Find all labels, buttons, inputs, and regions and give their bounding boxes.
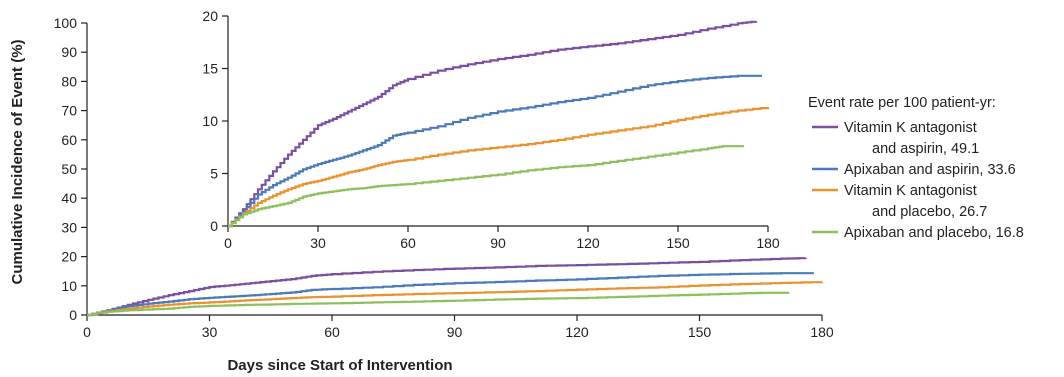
- legend-label-apix_placebo: Apixaban and placebo, 16.8: [844, 225, 1024, 241]
- inset-x-tick-label: 30: [310, 235, 326, 251]
- inset-y-tick-label: 0: [210, 218, 218, 234]
- main-y-tick-label: 30: [61, 219, 77, 235]
- inset-x-tick-label: 90: [490, 235, 506, 251]
- main-y-tick-label: 50: [61, 161, 77, 177]
- main-y-tick-label: 90: [61, 44, 77, 60]
- main-x-tick-label: 90: [447, 324, 463, 340]
- main-y-tick-label: 0: [69, 307, 77, 323]
- inset-y-tick-label: 20: [202, 8, 218, 24]
- main-x-tick-label: 120: [565, 324, 589, 340]
- main-x-tick-label: 180: [810, 324, 834, 340]
- main-y-tick-label: 80: [61, 73, 77, 89]
- inset-series-line-vka_placebo: [228, 107, 770, 228]
- main-y-tick-label: 20: [61, 249, 77, 265]
- inset-series-line-apix_placebo: [228, 145, 744, 228]
- main-series-line-vka_aspirin: [87, 257, 807, 317]
- main-x-tick-label: 60: [324, 324, 340, 340]
- legend-label-vka_placebo: Vitamin K antagonist: [844, 183, 977, 199]
- inset-x-tick-label: 180: [756, 235, 780, 251]
- main-y-tick-label: 40: [61, 190, 77, 206]
- main-series-line-apix_placebo: [87, 291, 790, 317]
- legend-label-vka_aspirin-cont: and aspirin, 49.1: [872, 141, 979, 157]
- legend-label-apix_aspirin: Apixaban and aspirin, 33.6: [844, 162, 1016, 178]
- inset-x-tick-label: 60: [400, 235, 416, 251]
- main-series-line-apix_aspirin: [87, 272, 814, 317]
- main-series-line-vka_placebo: [87, 281, 824, 317]
- y-axis-title: Cumulative Incidence of Event (%): [9, 39, 26, 284]
- main-x-tick-label: 30: [202, 324, 218, 340]
- inset-y-tick-label: 10: [202, 113, 218, 129]
- main-y-tick-label: 70: [61, 103, 77, 119]
- legend-title: Event rate per 100 patient-yr:: [808, 95, 996, 111]
- inset-series-line-apix_aspirin: [228, 74, 762, 228]
- inset-y-tick-label: 5: [210, 166, 218, 182]
- main-series-group: [87, 257, 824, 317]
- main-x-tick-label: 150: [688, 324, 712, 340]
- inset-x-tick-label: 0: [224, 235, 232, 251]
- main-x-tick-label: 0: [83, 324, 91, 340]
- inset-series-line-vka_aspirin: [228, 20, 758, 228]
- main-y-tick-label: 100: [54, 15, 78, 31]
- legend: Event rate per 100 patient-yr: Vitamin K…: [808, 95, 1024, 241]
- inset-x-tick-label: 120: [576, 235, 600, 251]
- inset-series-group: [228, 20, 770, 228]
- inset-x-tick-label: 150: [666, 235, 690, 251]
- main-y-tick-label: 10: [61, 278, 77, 294]
- inset-y-tick-label: 15: [202, 61, 218, 77]
- main-y-tick-label: 60: [61, 132, 77, 148]
- inset-axes: 0 30 60 90 120 150 180 0 5 10 15 20: [202, 8, 779, 251]
- x-axis-title: Days since Start of Intervention: [227, 357, 452, 374]
- legend-label-vka_placebo-cont: and placebo, 26.7: [872, 204, 987, 220]
- legend-label-vka_aspirin: Vitamin K antagonist: [844, 120, 977, 136]
